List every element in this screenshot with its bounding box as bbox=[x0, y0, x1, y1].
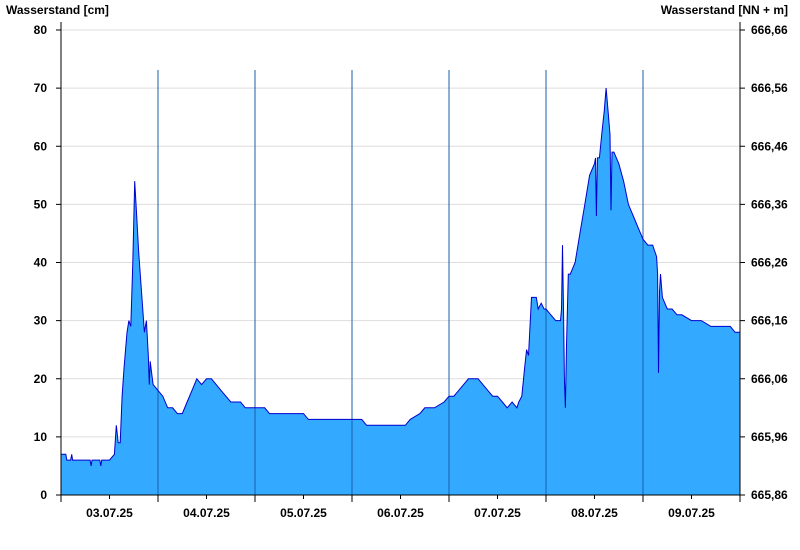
plot-area bbox=[61, 70, 740, 495]
left-tick-label: 80 bbox=[34, 23, 48, 37]
left-tick-label: 60 bbox=[34, 139, 48, 153]
x-tick-label: 07.07.25 bbox=[474, 506, 521, 520]
right-tick-label: 665,96 bbox=[751, 430, 788, 444]
left-tick-label: 20 bbox=[34, 372, 48, 386]
left-tick-label: 40 bbox=[34, 256, 48, 270]
series-area bbox=[61, 88, 740, 495]
right-tick-label: 666,16 bbox=[751, 314, 788, 328]
series-line bbox=[61, 88, 740, 466]
left-axis-title: Wasserstand [cm] bbox=[6, 3, 109, 17]
x-tick-label: 03.07.25 bbox=[86, 506, 133, 520]
gridlines bbox=[61, 29, 740, 438]
x-tick-label: 05.07.25 bbox=[280, 506, 327, 520]
right-tick-label: 666,66 bbox=[751, 23, 788, 37]
axes: 0 10 20 30 40 50 60 70 80 665,86 665,96 666,06 666,1… bbox=[34, 22, 788, 520]
right-tick-label: 666,46 bbox=[751, 139, 788, 153]
right-tick-label: 666,36 bbox=[751, 197, 788, 211]
right-tick-label: 666,26 bbox=[751, 256, 788, 270]
x-tick-label: 04.07.25 bbox=[183, 506, 230, 520]
right-tick-label: 666,06 bbox=[751, 372, 788, 386]
left-tick-label: 70 bbox=[34, 81, 48, 95]
right-axis-title: Wasserstand [NN + m] bbox=[661, 3, 788, 17]
x-tick-label: 08.07.25 bbox=[571, 506, 618, 520]
left-tick-label: 0 bbox=[40, 488, 47, 502]
left-tick-label: 30 bbox=[34, 314, 48, 328]
x-tick-label: 09.07.25 bbox=[668, 506, 715, 520]
right-tick-label: 665,86 bbox=[751, 488, 788, 502]
right-tick-label: 666,56 bbox=[751, 81, 788, 95]
x-tick-label: 06.07.25 bbox=[377, 506, 424, 520]
left-tick-label: 10 bbox=[34, 430, 48, 444]
left-tick-label: 50 bbox=[34, 197, 48, 211]
